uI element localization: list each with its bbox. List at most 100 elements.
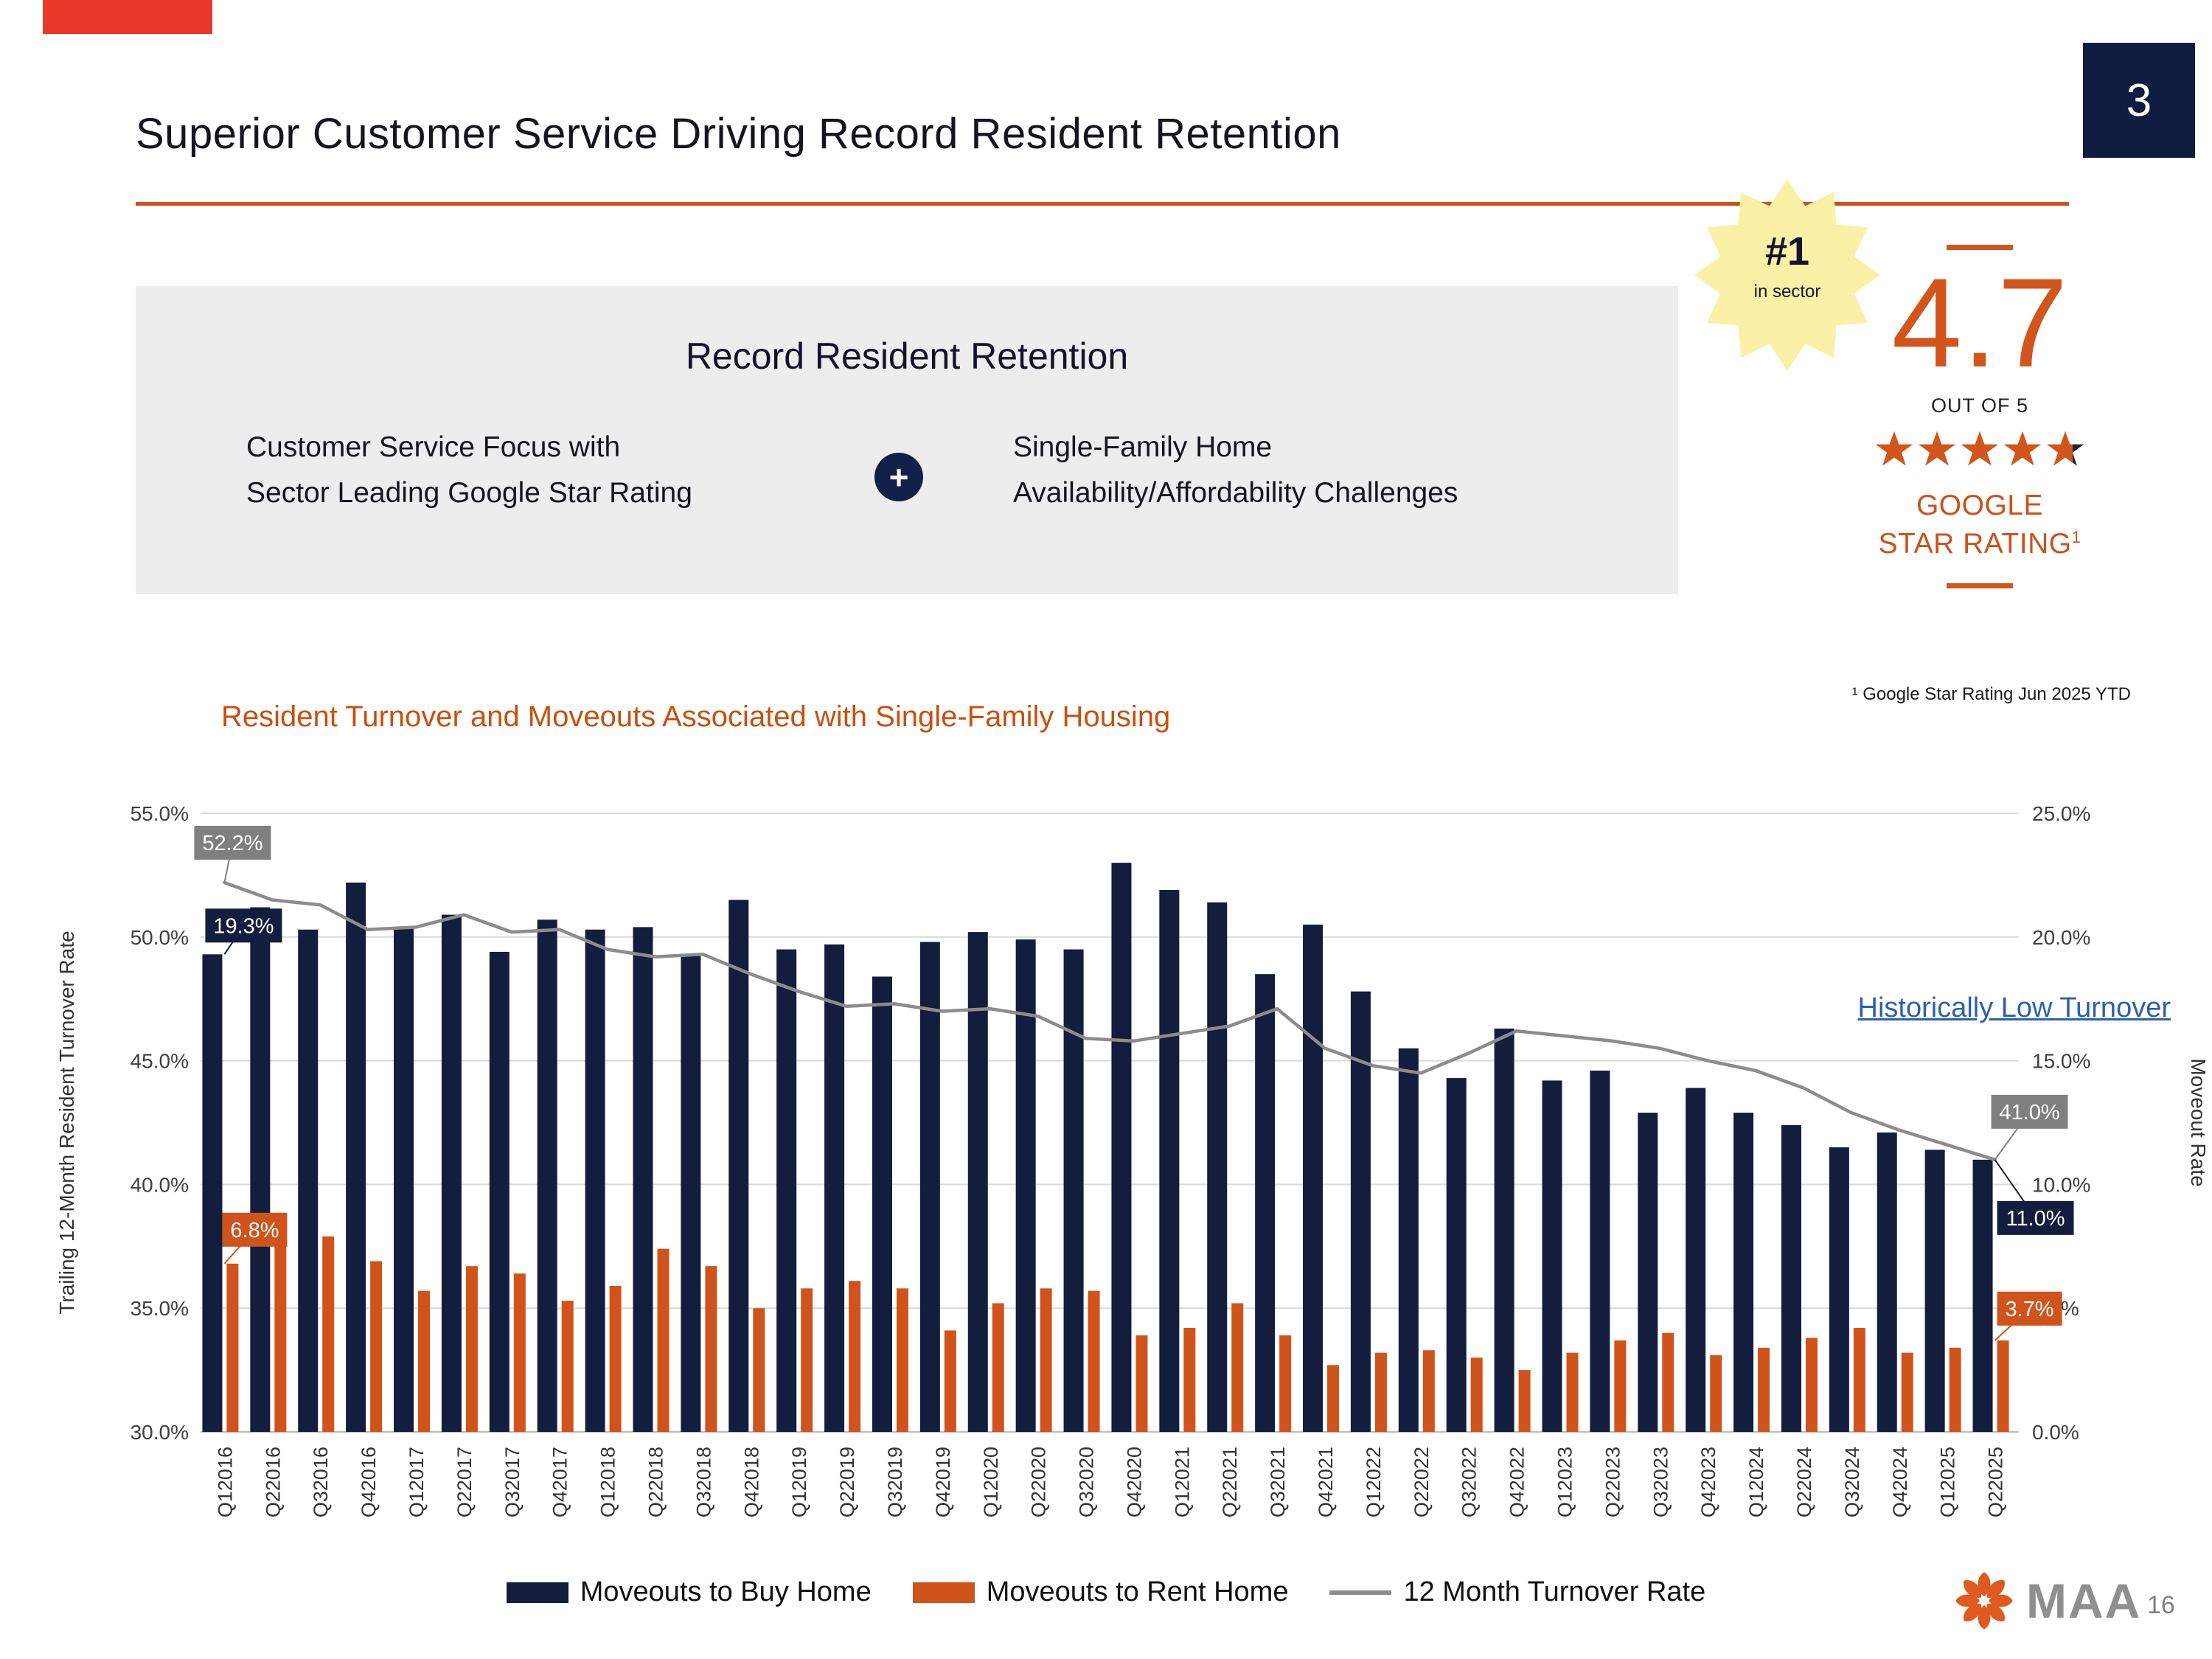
- svg-text:Q32021: Q32021: [1267, 1447, 1289, 1517]
- data-label-box: [1991, 1094, 2068, 1129]
- svg-text:Q32018: Q32018: [692, 1447, 714, 1517]
- svg-text:30.0%: 30.0%: [131, 1421, 189, 1444]
- star-icon: [2003, 431, 2042, 466]
- panel-left-line1: Customer Service Focus with: [246, 431, 621, 463]
- svg-text:Q12019: Q12019: [788, 1447, 810, 1517]
- maa-logo: MAA: [1952, 1569, 2141, 1632]
- page-number: 16: [2147, 1591, 2175, 1619]
- maa-logo-icon: [1955, 1572, 2013, 1630]
- slide-number: 3: [2126, 74, 2152, 126]
- star-icon: [1961, 431, 1999, 466]
- plus-icon: +: [874, 453, 923, 501]
- svg-text:Q12016: Q12016: [214, 1447, 236, 1517]
- badge-rank: #1: [1764, 229, 1810, 274]
- title-underline: [136, 202, 2069, 206]
- svg-text:Q22019: Q22019: [836, 1447, 858, 1517]
- panel-right-line1: Single-Family Home: [1013, 431, 1273, 463]
- svg-text:0.0%: 0.0%: [2032, 1421, 2079, 1444]
- data-label-box: [1997, 1200, 2074, 1235]
- google-star-rating-label: GOOGLE STAR RATING1: [1878, 489, 2081, 560]
- svg-text:Q42018: Q42018: [740, 1447, 762, 1517]
- svg-text:Q12020: Q12020: [980, 1447, 1002, 1517]
- svg-text:52.2%: 52.2%: [202, 832, 262, 855]
- legend-label: Moveouts to Rent Home: [986, 1576, 1289, 1607]
- legend-item: Moveouts to Buy Home: [506, 1576, 872, 1608]
- google-rating-block: 4.7 OUT OF 5 GOOGLE STAR RATING1: [1821, 240, 2138, 592]
- svg-text:20.0%: 20.0%: [2032, 926, 2090, 949]
- svg-text:3.7%: 3.7%: [2005, 1298, 2053, 1321]
- svg-text:Q32022: Q32022: [1458, 1447, 1481, 1517]
- svg-text:10.0%: 10.0%: [2032, 1173, 2090, 1196]
- svg-text:Q22022: Q22022: [1411, 1447, 1433, 1517]
- legend-item: 12 Month Turnover Rate: [1329, 1576, 1705, 1608]
- svg-text:Q12024: Q12024: [1745, 1447, 1767, 1517]
- panel-title: Record Resident Retention: [685, 335, 1129, 377]
- data-label-box: [194, 825, 271, 860]
- panel-right-line2: Availability/Affordability Challenges: [1013, 477, 1458, 509]
- svg-text:Q42016: Q42016: [358, 1447, 380, 1517]
- historically-low-turnover-note: Historically Low Turnover: [1857, 992, 2171, 1023]
- svg-text:Q22020: Q22020: [1028, 1447, 1050, 1517]
- rating-score: 4.7: [1891, 252, 2068, 394]
- left-axis-title: Trailing 12-Month Resident Turnover Rate: [55, 931, 78, 1314]
- svg-text:50.0%: 50.0%: [131, 926, 189, 949]
- svg-text:Q42023: Q42023: [1697, 1447, 1719, 1517]
- star-icon: [1918, 431, 1956, 466]
- orange-dash-top: [1947, 245, 2013, 250]
- legend-line-icon: [1329, 1590, 1392, 1595]
- turnover-moveouts-chart: 55.0% 50.0% 45.0% 40.0% 35.0% 30.0% 25.0% 20.0%…: [55, 802, 2210, 1517]
- svg-text:41.0%: 41.0%: [1999, 1101, 2059, 1124]
- star-rating-icon: [1821, 429, 2138, 470]
- svg-text:Q32023: Q32023: [1649, 1447, 1672, 1517]
- svg-text:35.0%: 35.0%: [131, 1297, 189, 1320]
- bars-rent: [226, 1236, 2009, 1432]
- retention-panel: Record Resident Retention Customer Servi…: [136, 286, 1678, 594]
- panel-right-text: Single-Family Home Availability/Affordab…: [1013, 425, 1458, 516]
- svg-text:Q42024: Q42024: [1889, 1447, 1911, 1517]
- starburst-icon: [1694, 179, 1880, 371]
- maa-logo-text: MAA: [2026, 1573, 2142, 1628]
- svg-text:55.0%: 55.0%: [131, 802, 189, 825]
- panel-left-text: Customer Service Focus with Sector Leadi…: [246, 425, 692, 516]
- svg-text:Q32024: Q32024: [1841, 1447, 1863, 1517]
- legend-label: 12 Month Turnover Rate: [1403, 1576, 1706, 1607]
- svg-text:Q32019: Q32019: [884, 1447, 906, 1517]
- bars-buy: [202, 863, 1993, 1432]
- star-icon: [1875, 431, 1913, 466]
- data-label-box: [222, 1212, 288, 1247]
- svg-text:Q12022: Q12022: [1363, 1447, 1385, 1517]
- legend-swatch-icon: [912, 1582, 975, 1603]
- svg-text:Q12025: Q12025: [1937, 1447, 1959, 1517]
- rating-footnote: ¹ Google Star Rating Jun 2025 YTD: [1851, 684, 2131, 704]
- svg-text:Q12021: Q12021: [1171, 1447, 1193, 1517]
- turnover-line: [223, 880, 1997, 1162]
- right-axis-title: Moveout Rate: [2187, 1058, 2210, 1186]
- svg-text:15.0%: 15.0%: [2032, 1050, 2090, 1073]
- svg-text:Q12017: Q12017: [406, 1447, 428, 1517]
- orange-dash-bottom: [1947, 582, 2013, 588]
- number-one-badge: #1 in sector: [1693, 177, 1882, 373]
- data-label-box: [205, 908, 282, 943]
- slide-number-box: 3: [2083, 43, 2195, 158]
- svg-text:45.0%: 45.0%: [131, 1050, 189, 1073]
- chart-heading: Resident Turnover and Moveouts Associate…: [221, 700, 1171, 733]
- data-label-box: [1997, 1291, 2062, 1326]
- svg-text:6.8%: 6.8%: [230, 1219, 279, 1242]
- svg-text:Q12023: Q12023: [1554, 1447, 1576, 1517]
- svg-text:Q42017: Q42017: [549, 1447, 571, 1517]
- svg-text:Q32020: Q32020: [1076, 1447, 1098, 1517]
- svg-text:11.0%: 11.0%: [2006, 1207, 2065, 1231]
- svg-text:Q22021: Q22021: [1219, 1447, 1241, 1517]
- svg-text:Q32017: Q32017: [501, 1447, 524, 1517]
- svg-text:Q22024: Q22024: [1793, 1447, 1815, 1517]
- legend-label: Moveouts to Buy Home: [580, 1576, 872, 1607]
- svg-text:Q22017: Q22017: [453, 1447, 476, 1517]
- svg-text:25.0%: 25.0%: [2032, 802, 2090, 825]
- svg-text:19.3%: 19.3%: [213, 914, 274, 938]
- svg-text:Q22016: Q22016: [262, 1447, 284, 1517]
- svg-text:Q22025: Q22025: [1985, 1447, 2007, 1517]
- badge-subtitle: in sector: [1753, 282, 1821, 302]
- svg-text:Q12018: Q12018: [597, 1447, 619, 1517]
- svg-text:Q42021: Q42021: [1315, 1447, 1337, 1517]
